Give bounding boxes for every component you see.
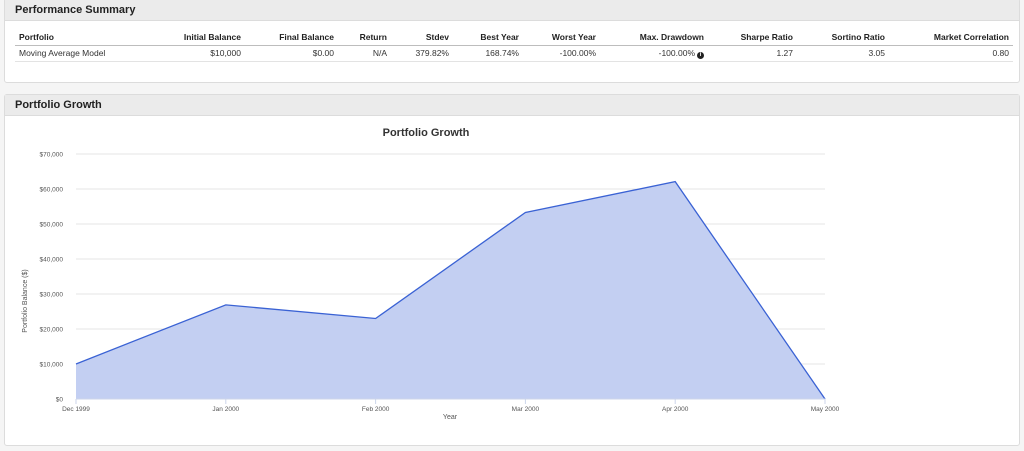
cell-initial-balance: $10,000 <box>165 45 245 62</box>
x-tick-label: May 2000 <box>811 406 840 413</box>
performance-summary-panel: Performance Summary Portfolio Initial Ba… <box>4 0 1020 83</box>
col-best-year: Best Year <box>453 30 523 46</box>
info-circle-icon[interactable]: i <box>697 51 704 59</box>
series-line <box>75 180 826 400</box>
col-portfolio: Portfolio <box>15 30 165 46</box>
y-tick-label: $20,000 <box>40 327 64 334</box>
x-tick-label: Mar 2000 <box>512 406 540 413</box>
col-stdev: Stdev <box>391 30 453 46</box>
cell-worst-year: -100.00% <box>523 45 600 62</box>
cell-final-balance: $0.00 <box>245 45 338 62</box>
performance-summary-heading: Performance Summary <box>5 0 1019 21</box>
table-row: Moving Average Model $10,000 $0.00 N/A 3… <box>15 45 1013 62</box>
col-final-balance: Final Balance <box>245 30 338 46</box>
y-axis-ticks: $0 $10,000 $20,000 $30,000 $40,000 $50,000 $60… <box>40 152 64 404</box>
x-tick-label: Feb 2000 <box>362 406 390 413</box>
cell-stdev: 379.82% <box>391 45 453 62</box>
col-worst-year: Worst Year <box>523 30 600 46</box>
cell-sortino-ratio: 3.05 <box>797 45 889 62</box>
x-axis-ticks: Dec 1999 Jan 2000 Feb 2000 Mar 2000 Apr 2000… <box>62 399 840 413</box>
portfolio-growth-panel: Portfolio Growth Portfolio Growth $0 $10,… <box>4 94 1020 446</box>
y-tick-label: $60,000 <box>40 187 64 194</box>
col-return: Return <box>338 30 391 46</box>
col-initial-balance: Initial Balance <box>165 30 245 46</box>
col-max-drawdown: Max. Drawdown <box>600 30 708 46</box>
col-sharpe-ratio: Sharpe Ratio <box>708 30 797 46</box>
y-axis-title: Portfolio Balance ($) <box>22 269 29 332</box>
chart-title: Portfolio Growth <box>383 127 470 139</box>
x-tick-label: Apr 2000 <box>662 406 689 413</box>
col-market-correlation: Market Correlation <box>889 30 1013 46</box>
cell-portfolio: Moving Average Model <box>15 45 165 62</box>
col-sortino-ratio: Sortino Ratio <box>797 30 889 46</box>
cell-max-drawdown: -100.00% i <box>600 45 708 62</box>
max-drawdown-value: -100.00% <box>658 47 695 58</box>
performance-summary-table: Portfolio Initial Balance Final Balance … <box>15 30 1013 62</box>
x-tick-label: Dec 1999 <box>62 406 90 413</box>
x-axis-title: Year <box>443 414 458 421</box>
y-tick-label: $70,000 <box>40 152 64 159</box>
portfolio-growth-chart: Portfolio Growth $0 $10,000 $20,000 $30,000… <box>22 127 840 421</box>
y-tick-label: $50,000 <box>40 222 64 229</box>
cell-return: N/A <box>338 45 391 62</box>
y-tick-label: $0 <box>56 397 64 404</box>
y-tick-label: $30,000 <box>40 292 64 299</box>
table-header-row: Portfolio Initial Balance Final Balance … <box>15 30 1013 46</box>
cell-best-year: 168.74% <box>453 45 523 62</box>
series-area <box>76 181 825 399</box>
cell-market-correlation: 0.80 <box>889 45 1013 62</box>
y-tick-label: $40,000 <box>40 257 64 264</box>
x-tick-label: Jan 2000 <box>212 406 239 413</box>
cell-sharpe-ratio: 1.27 <box>708 45 797 62</box>
portfolio-growth-heading: Portfolio Growth <box>5 95 1019 116</box>
y-tick-label: $10,000 <box>40 362 64 369</box>
